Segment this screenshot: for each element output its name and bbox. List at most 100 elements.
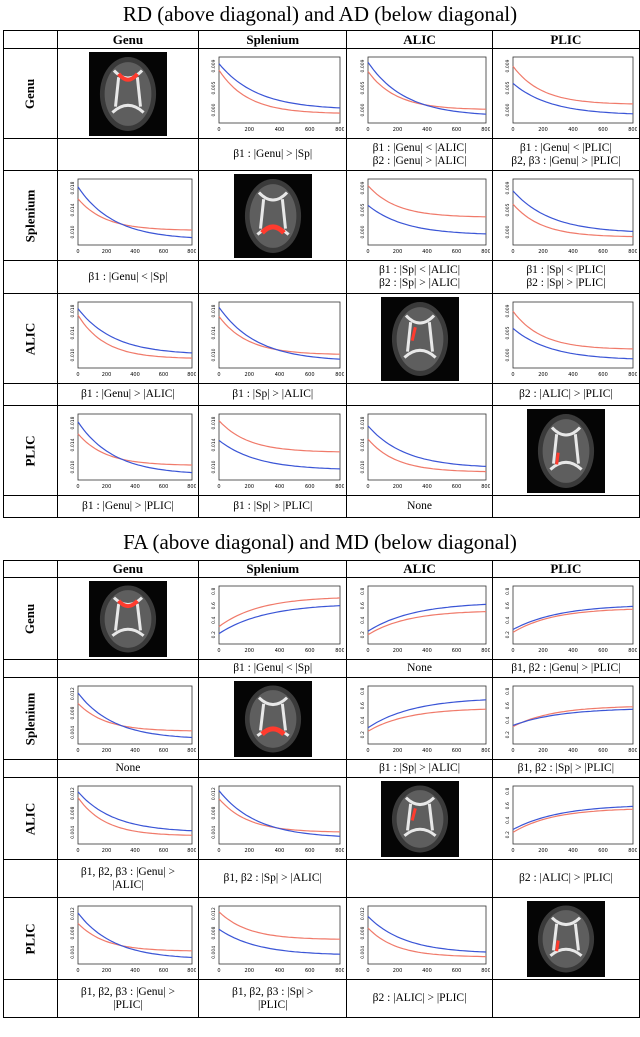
- condition-cell: β1 : |Genu| > |ALIC|: [56, 383, 200, 406]
- diagonal-image-cell: [346, 293, 493, 384]
- y-tick-label: 0.009: [505, 59, 511, 72]
- x-tick-label: 600: [598, 372, 608, 378]
- column-header: PLIC: [491, 560, 640, 578]
- series-line-red: [218, 69, 341, 114]
- x-tick-label: 800: [335, 484, 344, 490]
- plot-frame: [218, 585, 341, 644]
- x-tick-label: 400: [275, 484, 285, 490]
- x-tick-label: 400: [275, 127, 285, 133]
- series-line-red: [77, 922, 192, 951]
- x-tick-label: 200: [392, 484, 402, 490]
- condition-cell: β1 : |Sp| > |ALIC|: [198, 383, 348, 406]
- plot-frame: [77, 685, 193, 744]
- x-tick-label: 400: [130, 484, 140, 490]
- y-tick-label: 0.005: [211, 81, 217, 94]
- row-header: Genu: [3, 48, 58, 139]
- comparison-table: Genu Splenium ALIC PLIC Genu 0.000 0.005 0.009 0…: [3, 30, 640, 518]
- line-plot-fa: 0.2 0.4 0.6 0.8 0 200 400 600 800: [211, 585, 344, 654]
- series-line-blue: [77, 307, 192, 353]
- x-tick-label: 200: [392, 127, 402, 133]
- y-tick-label: 0.018: [70, 181, 76, 194]
- series-line-blue: [367, 603, 486, 632]
- line-plot-rd: 0.000 0.005 0.009 0 200 400 600 800: [360, 56, 490, 133]
- x-tick-label: 800: [187, 484, 196, 490]
- x-tick-label: 600: [305, 648, 315, 654]
- row-header-blank: [3, 495, 58, 518]
- y-tick-label: 0.008: [211, 926, 217, 939]
- condition-cell: β1, β2 : |Sp| > |PLIC|: [491, 759, 640, 778]
- brain-mri-genu: [88, 51, 167, 136]
- condition-text: β1, β2, β3 : |Sp| >: [232, 985, 314, 998]
- series-line-red: [367, 708, 486, 732]
- x-tick-label: 600: [451, 127, 461, 133]
- x-tick-label: 0: [76, 748, 79, 754]
- line-plot-fa: 0.2 0.4 0.6 0.8 0 200 400 600 800: [360, 585, 490, 654]
- plot-frame: [218, 301, 341, 368]
- x-tick-label: 800: [187, 372, 196, 378]
- plot-frame: [367, 585, 486, 644]
- y-tick-label: 0.010: [360, 460, 366, 473]
- x-tick-label: 400: [130, 968, 140, 974]
- row-header-label: ALIC: [22, 802, 38, 835]
- plot-frame: [367, 685, 486, 744]
- line-plot-fa: 0.2 0.4 0.6 0.8 0 200 400 600 800: [505, 585, 637, 654]
- series-line-red: [367, 927, 486, 957]
- x-tick-label: 0: [366, 127, 369, 133]
- condition-text: β2 : |Sp| > |PLIC|: [526, 277, 606, 289]
- series-line-blue: [77, 186, 192, 238]
- series-line-blue: [218, 928, 341, 955]
- x-tick-label: 400: [422, 748, 432, 754]
- series-line-blue: [512, 708, 633, 726]
- diagonal-image-cell: [346, 777, 493, 860]
- y-tick-label: 0.005: [505, 326, 511, 339]
- y-tick-label: 0.005: [505, 81, 511, 94]
- x-tick-label: 0: [511, 848, 514, 854]
- x-tick-label: 0: [218, 372, 221, 378]
- highlighted-region: [554, 939, 560, 951]
- condition-cell: β2 : |ALIC| > |PLIC|: [491, 383, 640, 406]
- x-tick-label: 800: [628, 249, 637, 255]
- x-tick-label: 200: [102, 249, 112, 255]
- x-tick-label: 400: [275, 968, 285, 974]
- series-line-red: [77, 314, 192, 359]
- y-tick-label: 0.012: [70, 687, 76, 700]
- y-tick-label: 0.012: [70, 907, 76, 920]
- x-tick-label: 0: [76, 249, 79, 255]
- series-line-red: [512, 310, 633, 349]
- y-tick-label: 0.2: [505, 731, 511, 738]
- condition-text: β1 : |Sp| < |ALIC|: [379, 264, 461, 276]
- x-tick-label: 0: [366, 968, 369, 974]
- line-plot-md: 0.004 0.008 0.012 0 200 400 600 800: [70, 905, 196, 974]
- row-header: ALIC: [3, 777, 58, 860]
- line-plot-md: 0.004 0.008 0.012 0 200 400 600 800: [360, 905, 490, 974]
- x-tick-label: 200: [245, 372, 255, 378]
- x-tick-label: 0: [218, 127, 221, 133]
- x-tick-label: 400: [422, 484, 432, 490]
- y-tick-label: 0.000: [505, 103, 511, 116]
- brain-mri-genu: [88, 580, 167, 657]
- condition-cell: β1 : |Sp| > |ALIC|: [346, 759, 493, 778]
- y-tick-label: 0.8: [505, 787, 511, 794]
- plot-cell: 0.004 0.008 0.012 0 200 400 600 800: [346, 897, 493, 980]
- y-tick-label: 0.004: [70, 825, 76, 838]
- condition-cell: [491, 979, 640, 1018]
- x-tick-label: 800: [481, 127, 490, 133]
- y-tick-label: 0.4: [360, 616, 366, 623]
- row-header-label: Splenium: [22, 692, 38, 745]
- condition-text: β1 : |Sp| < |PLIC|: [526, 264, 606, 276]
- y-tick-label: 0.012: [211, 907, 217, 920]
- condition-text: None: [115, 762, 141, 774]
- condition-cell: None: [346, 659, 493, 678]
- series-line-blue: [367, 204, 486, 234]
- condition-cell: β1 : |Genu| < |ALIC| β2 : |Genu| > |ALIC|: [346, 138, 493, 171]
- series-line-blue: [367, 915, 486, 953]
- line-plot-md: 0.004 0.008 0.012 0 200 400 600 800: [70, 685, 196, 754]
- y-tick-label: 0.014: [360, 438, 366, 451]
- y-tick-label: 0.8: [505, 687, 511, 694]
- y-tick-label: 0.000: [505, 225, 511, 238]
- series-line-red: [77, 432, 192, 466]
- y-tick-label: 0.000: [360, 225, 366, 238]
- y-tick-label: 0.012: [360, 907, 366, 920]
- column-header: Genu: [56, 30, 200, 49]
- y-tick-label: 0.4: [211, 616, 217, 623]
